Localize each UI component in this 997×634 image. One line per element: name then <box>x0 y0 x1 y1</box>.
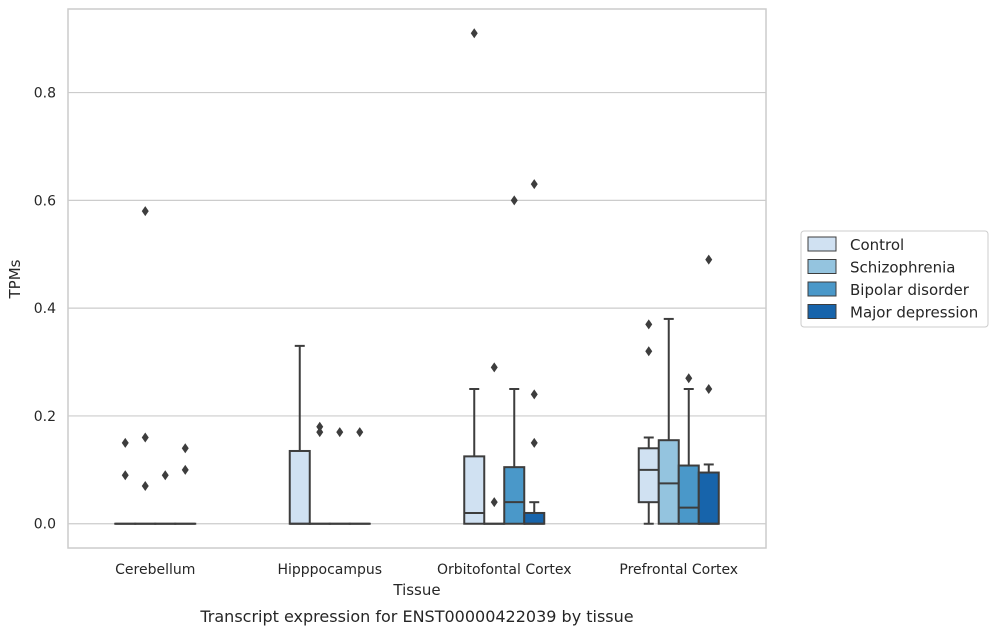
box <box>637 447 660 504</box>
outlier-point <box>490 497 498 508</box>
box-group <box>114 437 137 525</box>
outlier-point <box>181 443 189 454</box>
outlier-point <box>685 373 693 384</box>
box-group <box>328 427 351 525</box>
box-group <box>134 206 157 525</box>
outlier-point <box>141 432 149 443</box>
outlier-point <box>141 481 149 492</box>
x-tick-label: Prefrontal Cortex <box>619 562 738 578</box>
outlier-point <box>336 427 344 438</box>
plot-frame <box>67 8 767 549</box>
outlier-point <box>645 319 653 330</box>
outlier-point <box>490 362 498 373</box>
box <box>677 464 700 525</box>
box-group <box>308 421 331 525</box>
y-tick-label: 0.4 <box>34 301 56 317</box>
box-group <box>348 427 371 525</box>
outlier-point <box>510 195 518 206</box>
x-axis-ticks: Cerebellum Hipppocampus Orbitofontal Corte… <box>115 562 738 578</box>
outlier-point <box>530 389 538 400</box>
box-group <box>463 28 486 525</box>
box <box>523 511 546 525</box>
legend: Control Schizophrenia Bipolar disorder Majo… <box>800 230 989 328</box>
y-axis-title: TPMs <box>6 259 24 299</box>
legend-label: Major depression <box>850 304 978 322</box>
legend-frame <box>800 230 989 328</box>
box <box>503 466 526 525</box>
outlier-point <box>121 437 129 448</box>
y-axis-ticks: 0.0 0.2 0.4 0.6 0.8 <box>34 86 56 533</box>
box <box>697 471 720 525</box>
y-tick-label: 0.2 <box>34 409 56 425</box>
outlier-point <box>530 179 538 190</box>
box-group <box>288 344 311 525</box>
chart-caption: Transcript expression for ENST0000042203… <box>199 607 633 626</box>
box-plots <box>114 28 720 525</box>
x-axis-title: Tissue <box>392 581 440 599</box>
outlier-point <box>470 28 478 39</box>
box-group <box>677 373 700 525</box>
outlier-point <box>316 421 324 432</box>
legend-label: Bipolar disorder <box>850 281 970 299</box>
y-tick-label: 0.8 <box>34 86 56 102</box>
box <box>288 449 311 525</box>
legend-swatch <box>807 236 837 252</box>
outlier-point <box>530 437 538 448</box>
outlier-point <box>356 427 364 438</box>
y-tick-label: 0.6 <box>34 193 56 209</box>
outlier-point <box>181 464 189 475</box>
outlier-point <box>705 383 713 394</box>
box-group <box>637 319 660 525</box>
outlier-point <box>645 346 653 357</box>
legend-label: Control <box>850 236 904 254</box>
outlier-point <box>141 206 149 217</box>
legend-label: Schizophrenia <box>850 259 955 277</box>
box-group <box>657 317 680 525</box>
outlier-point <box>121 470 129 481</box>
outlier-point <box>161 470 169 481</box>
legend-swatch <box>807 304 837 319</box>
box <box>463 455 486 525</box>
box <box>657 439 680 525</box>
box-group <box>154 470 177 525</box>
box-group <box>503 195 526 525</box>
legend-swatch <box>807 281 837 297</box>
x-tick-label: Hipppocampus <box>277 562 382 578</box>
outlier-point <box>705 254 713 265</box>
box-group <box>174 443 197 525</box>
box-group <box>523 179 546 525</box>
legend-swatch <box>807 259 837 274</box>
y-tick-label: 0.0 <box>34 517 56 533</box>
outlier-point <box>316 427 324 438</box>
box-group <box>697 254 720 525</box>
box-group <box>483 362 506 525</box>
x-tick-label: Orbitofontal Cortex <box>437 562 572 578</box>
x-tick-label: Cerebellum <box>115 562 195 578</box>
